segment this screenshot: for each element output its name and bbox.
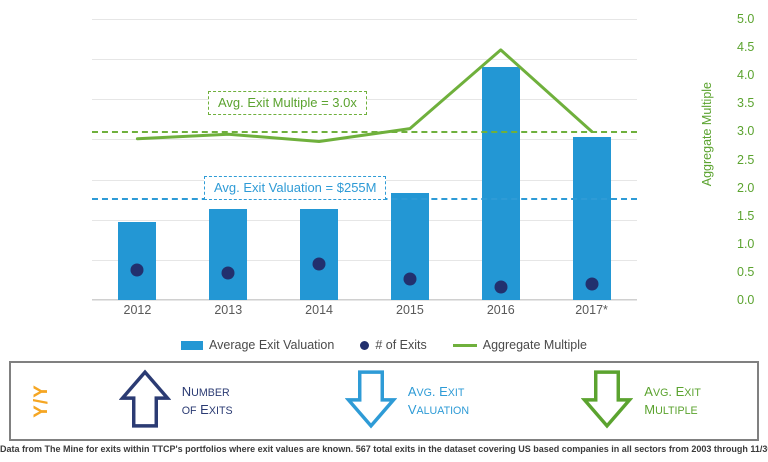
bar: [300, 208, 339, 300]
y-axis-right-title: Aggregate Multiple: [700, 82, 714, 187]
up-arrow-icon: [118, 368, 172, 435]
legend-label: # of Exits: [375, 338, 427, 352]
avg-exit-multiple-callout: Avg. Exit Multiple = 3.0x: [208, 91, 367, 115]
x-axis-line: [92, 299, 637, 300]
exits-dot: [130, 263, 144, 277]
x-axis-label: 2013: [214, 303, 243, 317]
y-axis-right-tick: 3.0: [737, 124, 755, 139]
yoy-label: Y/Y: [30, 384, 52, 418]
down-arrow-icon: [344, 368, 398, 435]
yoy-indicator-label: AVG. EXIT VALUATION: [407, 384, 470, 417]
yoy-summary-panel: Y/Y NUMBER OF EXITS AVG. EXIT VALUATION AVG.…: [9, 361, 759, 441]
gridline: [92, 139, 637, 141]
x-axis-label: 2015: [396, 303, 424, 317]
aggregate-multiple-line: [135, 48, 594, 144]
gridline: [92, 219, 637, 221]
yoy-indicator: AVG. EXIT MULTIPLE: [580, 368, 701, 435]
bar: [209, 208, 248, 300]
legend-label: Aggregate Multiple: [482, 338, 587, 352]
chart-legend: Average Exit Valuation # of Exits Aggregat…: [0, 334, 768, 356]
line-swatch-icon: [452, 343, 477, 347]
legend-item: Aggregate Multiple: [452, 338, 587, 352]
legend-item: Average Exit Valuation: [181, 338, 334, 352]
y-axis-right-tick: 3.5: [737, 96, 755, 111]
gridline: [92, 19, 637, 20]
exits-dot: [494, 280, 508, 294]
combo-chart: Exit Valuation ($M) Aggregate Multiple 0…: [92, 12, 754, 317]
bar-swatch-icon: [181, 340, 204, 350]
down-arrow-icon: [580, 368, 634, 435]
y-axis-right-tick: 4.0: [737, 68, 755, 83]
yoy-indicator-group: NUMBER OF EXITS AVG. EXIT VALUATION AVG. EXI…: [63, 368, 757, 435]
gridline: [92, 259, 637, 261]
avg-exit-valuation-callout: Avg. Exit Valuation = $255M: [204, 176, 387, 200]
avg-exit-multiple-refline: [92, 131, 637, 134]
x-axis-label: 2014: [305, 303, 333, 317]
yoy-indicator: NUMBER OF EXITS: [118, 368, 233, 435]
exits-dot: [585, 277, 599, 291]
y-axis-right-tick: 2.5: [737, 152, 755, 167]
gridline: [92, 59, 637, 61]
x-axis-label: 2016: [486, 303, 515, 317]
legend-item: # of Exits: [360, 338, 427, 352]
y-axis-right-tick: 1.5: [737, 208, 755, 223]
y-axis-right-tick: 0.0: [737, 293, 755, 307]
bar: [481, 67, 520, 300]
x-axis-label: 2017*: [575, 303, 608, 317]
y-axis-right-tick: 0.5: [737, 264, 755, 279]
gridline: [92, 300, 637, 301]
bar: [118, 221, 157, 300]
exits-dot: [312, 257, 326, 271]
yoy-indicator-label: AVG. EXIT MULTIPLE: [644, 384, 701, 417]
y-axis-right-tick: 5.0: [737, 12, 755, 26]
bar: [572, 137, 611, 300]
y-axis-right-tick: 4.5: [737, 40, 755, 55]
yoy-indicator: AVG. EXIT VALUATION: [344, 368, 470, 435]
y-axis-right-tick: 2.0: [737, 180, 755, 195]
exits-dot: [403, 272, 417, 286]
x-axis-label: 2012: [123, 303, 152, 317]
y-axis-right-tick: 1.0: [737, 236, 755, 251]
source-footnote: Data from The Mine for exits within TTCP…: [0, 444, 768, 454]
legend-label: Average Exit Valuation: [209, 338, 335, 352]
dot-marker-icon: [360, 340, 370, 350]
yoy-indicator-label: NUMBER OF EXITS: [181, 384, 233, 417]
exits-dot: [221, 266, 235, 280]
plot-area: 0100200300400500600700 0.00.51.01.52.02.…: [92, 12, 754, 317]
